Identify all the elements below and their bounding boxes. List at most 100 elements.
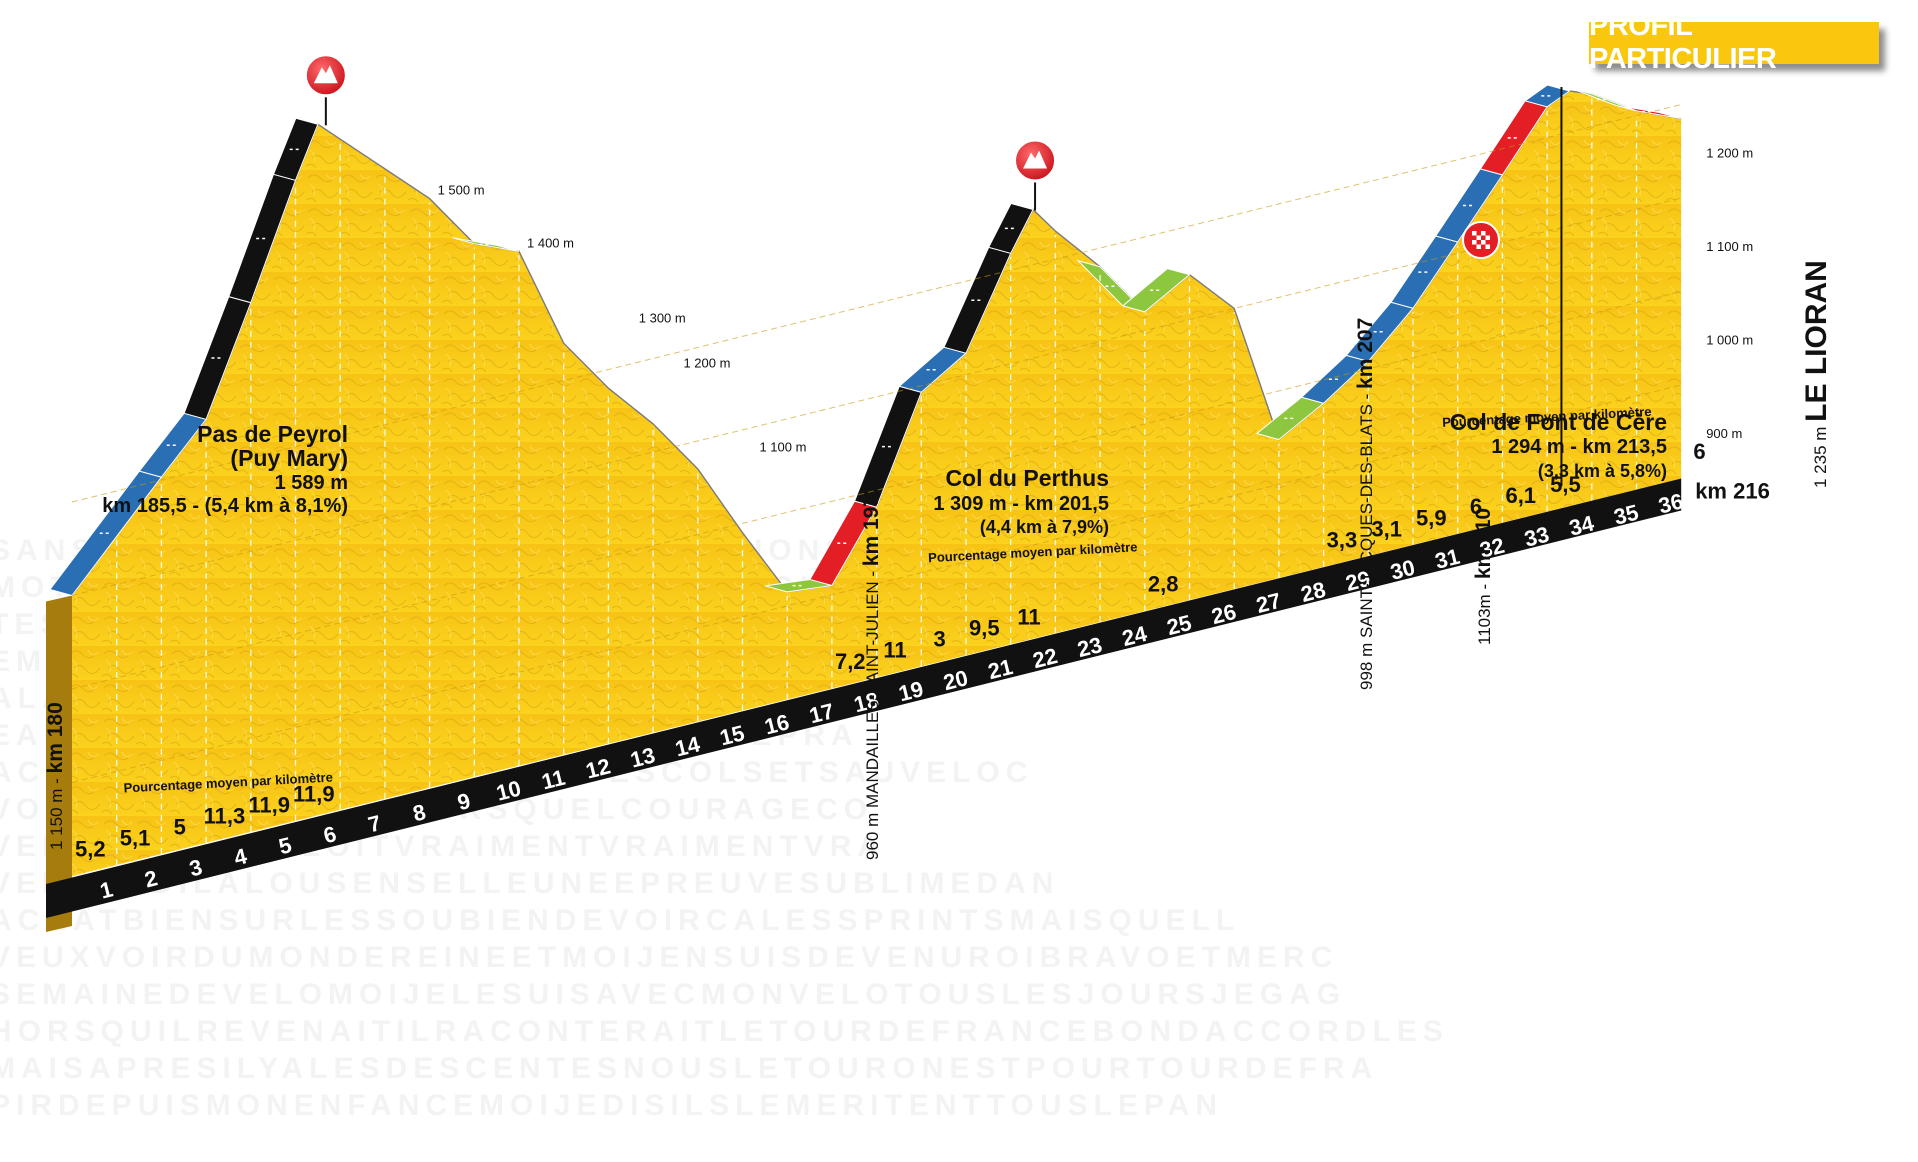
km-marker: 8 <box>410 799 428 826</box>
climb-name: Col du Perthus <box>945 465 1109 491</box>
km-marker: 7 <box>366 810 384 837</box>
mountain-glyph <box>313 65 338 84</box>
place-label-mandailles: 960 m MANDAILLES-SAINT-JULIEN - km 197 <box>860 495 883 860</box>
climb-name: Pas de Peyrol <box>197 421 348 447</box>
background-text-line: PIRDEPUISMONENFANCEMOIJEDISILSLEMERITENT… <box>0 1089 1223 1122</box>
grade-value: 11,9 <box>293 781 335 806</box>
place-label-km210: 1103m - km 210 <box>1472 508 1495 645</box>
km-marker: 6 <box>321 821 339 848</box>
altitude-guide <box>71 291 1682 690</box>
grade-value: 11 <box>1017 605 1040 630</box>
km-marker: 12 <box>583 753 613 783</box>
km-marker: 26 <box>1209 599 1239 629</box>
grade-value: 5,9 <box>1416 505 1447 530</box>
place-label-le-lioran: 1 235 m LE LIORAN <box>1800 260 1833 488</box>
km-marker: 15 <box>717 720 747 750</box>
profil-particulier-badge: PROFIL PARTICULIER <box>1589 10 1879 75</box>
altitude-mark: 1 500 m <box>438 183 485 198</box>
checker-cell <box>1481 240 1486 245</box>
km-marker: 13 <box>628 742 658 772</box>
grade-value: 5 <box>174 814 186 839</box>
checker-cell <box>1476 244 1481 249</box>
km-marker: 23 <box>1075 632 1105 662</box>
altitude-mark: 1 100 m <box>759 440 806 455</box>
km-marker: 10 <box>494 776 524 806</box>
km-marker: 9 <box>455 788 473 815</box>
grade-value: 5,1 <box>120 825 151 850</box>
grade-value: 3,1 <box>1371 516 1402 541</box>
place-label-saint-jacques: 998 m SAINT-JACQUES-DES-BLATS - km 207 <box>1354 318 1377 690</box>
climb-name: Col de Font de Cère <box>1450 409 1667 435</box>
km-marker: 19 <box>896 676 926 706</box>
grade-value: 11,9 <box>248 792 290 817</box>
climb-detail: km 185,5 - (5,4 km à 8,1%) <box>102 495 348 517</box>
checker-cell <box>1472 231 1477 236</box>
km-marker: 16 <box>762 709 792 739</box>
km-marker: 31 <box>1432 544 1462 574</box>
badge-label: PROFIL PARTICULIER <box>1589 10 1777 75</box>
climb-altitude-km: 1 294 m - km 213,5 <box>1491 436 1667 458</box>
km-marker: 18 <box>851 687 881 717</box>
checker-cell <box>1472 240 1477 245</box>
checker-cell <box>1485 235 1490 240</box>
km-marker: 29 <box>1343 566 1373 596</box>
altitude-mark: 1 200 m <box>683 356 730 371</box>
km-marker: 20 <box>941 665 971 695</box>
mountain-glyph <box>1023 150 1048 169</box>
mountain-category-icon <box>304 54 347 126</box>
place-label-start: 1 150 m - km 180 <box>44 702 67 850</box>
km-marker: 2 <box>142 865 160 892</box>
mountain-category-icon <box>1014 139 1057 211</box>
climb-detail: (3,3 km à 5,8%) <box>1538 461 1667 481</box>
grade-value: 5,5 <box>1550 472 1581 497</box>
checker-cell <box>1481 231 1486 236</box>
grade-value: 6,1 <box>1505 483 1536 508</box>
grade-value: 3,3 <box>1327 527 1358 552</box>
profile-side-face <box>46 595 72 932</box>
grade-value: 2,8 <box>1148 571 1179 596</box>
end-km-label: km 216 <box>1695 479 1770 504</box>
climb-detail: (4,4 km à 7,9%) <box>980 517 1109 537</box>
km-strip <box>46 478 1682 918</box>
km-marker: 30 <box>1388 555 1418 585</box>
grade-value: 11,3 <box>204 803 246 828</box>
km-marker: 36 <box>1656 488 1686 518</box>
km-marker: 35 <box>1611 499 1641 529</box>
km-marker: 3 <box>187 854 205 881</box>
background-text-line: ACHATBIENSURLESSOUBIENDEVOIRCALESSPRINTS… <box>0 904 1240 937</box>
altitude-mark: 1 300 m <box>639 311 686 326</box>
grade-value: 6 <box>1470 494 1482 519</box>
km-marker: 32 <box>1477 533 1507 563</box>
y-tick-label: 1 200 m <box>1706 145 1753 160</box>
km-marker: 1 <box>97 876 115 903</box>
km-marker: 17 <box>807 698 837 728</box>
km-marker: 28 <box>1298 577 1328 607</box>
background-text-line: VEUXVOIRDUMONDEREINEETMOIJENSUISDEVENURO… <box>0 941 1338 974</box>
climb-altitude: 1 589 m <box>275 472 348 494</box>
grade-value: 6 <box>1693 439 1705 464</box>
altitude-guide <box>71 197 1682 596</box>
background-text-line: HORSQUILREVENAITILRACONTERAITLETOURDEFRA… <box>0 1015 1449 1048</box>
grade-value: 3 <box>934 627 946 652</box>
km-marker: 22 <box>1030 643 1060 673</box>
grade-value: 5,2 <box>75 836 106 861</box>
y-tick-label: 1 000 m <box>1706 332 1753 347</box>
background-text-line: MAISAPRESILYALESDESCENTESNOUSLETOURONEST… <box>0 1052 1378 1085</box>
altitude-guide <box>71 384 1682 783</box>
altitude-guide <box>71 104 1682 503</box>
km-marker: 5 <box>276 832 294 859</box>
grade-value: 7,2 <box>835 649 866 674</box>
climb-subname: (Puy Mary) <box>230 445 348 471</box>
checker-cell <box>1476 235 1481 240</box>
grade-value: 9,5 <box>969 616 1000 641</box>
km-marker: 27 <box>1254 588 1284 618</box>
climb-altitude-km: 1 309 m - km 201,5 <box>933 493 1109 515</box>
grade-value: 11 <box>883 638 906 663</box>
altitude-mark: 1 400 m <box>527 235 574 250</box>
km-marker: 21 <box>985 654 1015 684</box>
y-tick-label: 1 100 m <box>1706 239 1753 254</box>
y-tick-label: 900 m <box>1706 426 1742 441</box>
finish-flag-icon <box>1462 221 1500 259</box>
km-marker: 33 <box>1522 522 1552 552</box>
